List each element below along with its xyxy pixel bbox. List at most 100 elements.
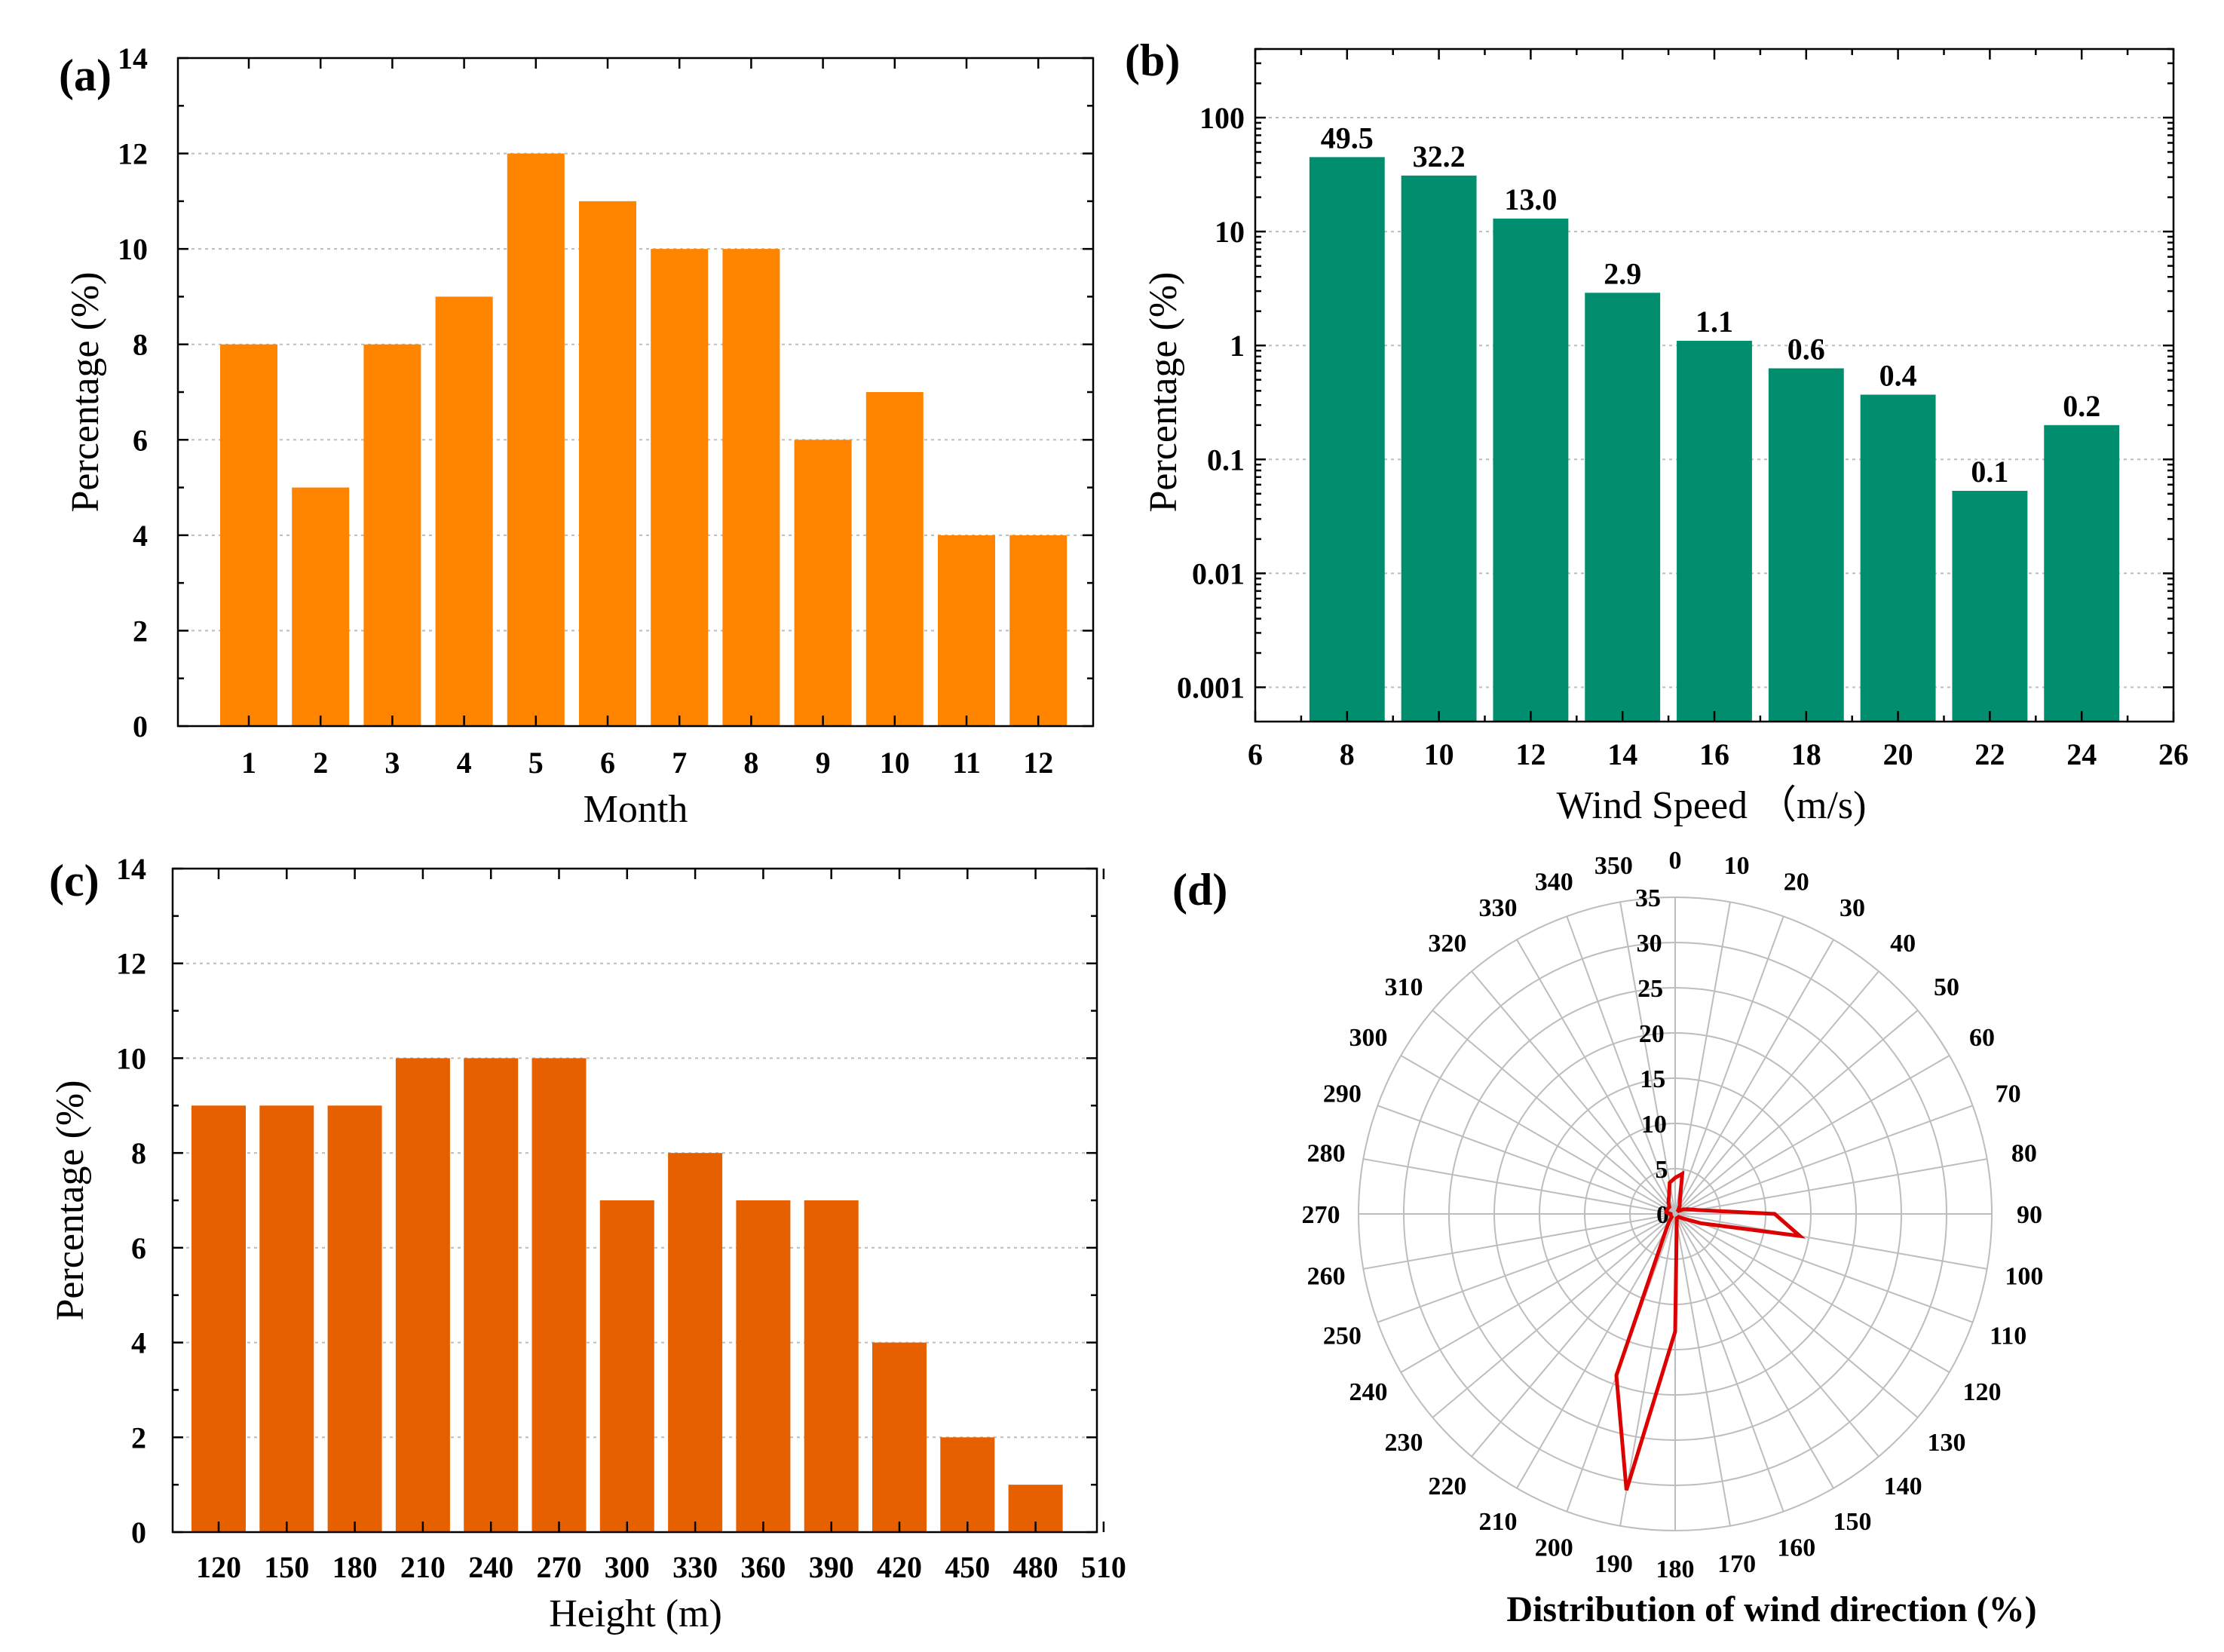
x-tick-label: 8 xyxy=(743,746,758,780)
polar-spoke xyxy=(1471,970,1676,1215)
polar-spoke xyxy=(1566,915,1676,1215)
panel-c-axis-ticks: 0 2 4 6 8 10 12 14 120 150 180 210 240 270 300 330 360 39… xyxy=(116,852,1126,1584)
bar-speed-18 xyxy=(1768,368,1844,722)
angle-label: 130 xyxy=(1928,1429,1966,1457)
y-tick-label: 14 xyxy=(116,852,146,886)
y-tick-label: 1 xyxy=(1230,329,1245,363)
x-tick-label: 150 xyxy=(264,1550,309,1584)
bar-month-12 xyxy=(1009,535,1068,726)
panel-b-wind-speed-chart: (b) 49.5 32.2 13.0 2.9 1.1 0.6 0.4 0.1 0.2 0.001… xyxy=(1125,35,2189,827)
x-tick-label: 26 xyxy=(2158,737,2189,771)
polar-spoke xyxy=(1674,939,1834,1215)
x-tick-label: 16 xyxy=(1699,737,1729,771)
y-tick-label: 100 xyxy=(1199,101,1245,135)
polar-spoke xyxy=(1674,970,1879,1215)
panel-a-label: (a) xyxy=(59,51,112,100)
bar-speed-10 xyxy=(1401,175,1477,722)
angle-label: 170 xyxy=(1717,1550,1756,1578)
polar-spoke xyxy=(1619,902,1676,1215)
angle-label: 200 xyxy=(1535,1534,1573,1562)
panel-d-series xyxy=(1614,1170,1806,1491)
y-tick-label: 10 xyxy=(116,1041,146,1075)
x-tick-label: 2 xyxy=(313,746,328,780)
bar-speed-14 xyxy=(1585,293,1661,722)
polar-spoke xyxy=(1674,1055,1950,1215)
angle-label: 90 xyxy=(2017,1201,2042,1229)
bar-height-450 xyxy=(940,1437,995,1532)
polar-spoke xyxy=(1674,1213,1784,1513)
x-tick-label: 390 xyxy=(809,1550,854,1584)
angle-label: 160 xyxy=(1777,1534,1815,1562)
angle-label: 60 xyxy=(1969,1024,1995,1052)
x-tick-label: 22 xyxy=(1974,737,2005,771)
x-tick-label: 7 xyxy=(672,746,687,780)
radial-label: 15 xyxy=(1640,1065,1665,1093)
polar-spoke xyxy=(1377,1105,1676,1215)
y-tick-label: 12 xyxy=(116,947,146,981)
polar-spoke xyxy=(1432,1213,1676,1418)
y-tick-label: 0.01 xyxy=(1192,556,1245,590)
angle-label: 10 xyxy=(1724,852,1750,880)
panel-b-label: (b) xyxy=(1125,35,1180,85)
panel-d-wind-direction-polar: (d) 0 10203040506070809010011012013014015… xyxy=(1172,847,2043,1629)
x-tick-label: 480 xyxy=(1013,1550,1058,1584)
polar-spoke xyxy=(1363,1158,1676,1215)
panel-d-radial-labels: 0 5 10 15 20 25 30 35 xyxy=(1635,884,1669,1229)
data-label: 2.9 xyxy=(1604,256,1641,290)
polar-spoke xyxy=(1674,1213,1950,1373)
panel-a-xlabel: Month xyxy=(584,788,688,831)
angle-label: 100 xyxy=(2005,1263,2043,1291)
angle-label: 280 xyxy=(1307,1139,1346,1167)
angle-label: 240 xyxy=(1349,1378,1387,1406)
panel-c-bars xyxy=(191,1058,1063,1532)
bar-speed-20 xyxy=(1860,394,1936,722)
angle-label: 260 xyxy=(1307,1263,1346,1291)
angle-label: 300 xyxy=(1349,1024,1387,1052)
angle-label: 330 xyxy=(1479,894,1518,922)
x-tick-label: 14 xyxy=(1607,737,1637,771)
bar-height-240 xyxy=(464,1058,519,1532)
x-tick-label: 3 xyxy=(384,746,400,780)
x-tick-label: 510 xyxy=(1081,1550,1126,1584)
bar-speed-22 xyxy=(1952,490,2028,722)
panel-b-data-labels: 49.5 32.2 13.0 2.9 1.1 0.6 0.4 0.1 0.2 xyxy=(1321,121,2100,489)
data-label: 49.5 xyxy=(1321,121,1374,155)
bar-month-10 xyxy=(865,392,924,726)
bar-height-390 xyxy=(804,1200,859,1532)
panel-a-bars xyxy=(220,153,1068,727)
wind-direction-line xyxy=(1614,1170,1806,1491)
data-label: 0.4 xyxy=(1879,358,1917,392)
x-tick-label: 10 xyxy=(880,746,910,780)
x-tick-label: 9 xyxy=(816,746,831,780)
x-tick-label: 420 xyxy=(877,1550,922,1584)
bar-month-5 xyxy=(507,153,565,727)
angle-label: 50 xyxy=(1934,973,1959,1001)
angle-label: 140 xyxy=(1884,1473,1922,1500)
angle-label: 180 xyxy=(1656,1555,1695,1583)
angle-label: 20 xyxy=(1784,868,1809,896)
y-tick-label: 6 xyxy=(133,423,148,457)
bar-month-3 xyxy=(363,344,421,726)
polar-spoke xyxy=(1516,1213,1676,1489)
y-tick-label: 4 xyxy=(131,1326,146,1360)
polar-spoke xyxy=(1377,1213,1676,1323)
radial-label: 0 xyxy=(1656,1201,1669,1229)
angle-label: 190 xyxy=(1594,1550,1633,1578)
panel-b-axis-ticks: 0.001 0.01 0.1 1 10 100 6 8 10 12 14 16 18 20 22 24 26 xyxy=(1177,48,2189,771)
x-tick-label: 20 xyxy=(1883,737,1913,771)
angle-label: 210 xyxy=(1479,1508,1518,1536)
radial-label: 10 xyxy=(1641,1111,1667,1139)
y-tick-label: 8 xyxy=(133,328,148,362)
y-tick-label: 6 xyxy=(131,1231,146,1265)
radial-label: 35 xyxy=(1635,884,1661,912)
bar-height-150 xyxy=(259,1105,314,1532)
data-label: 0.2 xyxy=(2063,389,2100,423)
data-label: 32.2 xyxy=(1413,139,1466,173)
x-tick-label: 24 xyxy=(2066,737,2097,771)
angle-label: 80 xyxy=(2011,1139,2037,1167)
panel-c-xlabel: Height (m) xyxy=(549,1592,722,1635)
x-tick-label: 12 xyxy=(1023,746,1053,780)
y-tick-label: 2 xyxy=(133,614,148,648)
